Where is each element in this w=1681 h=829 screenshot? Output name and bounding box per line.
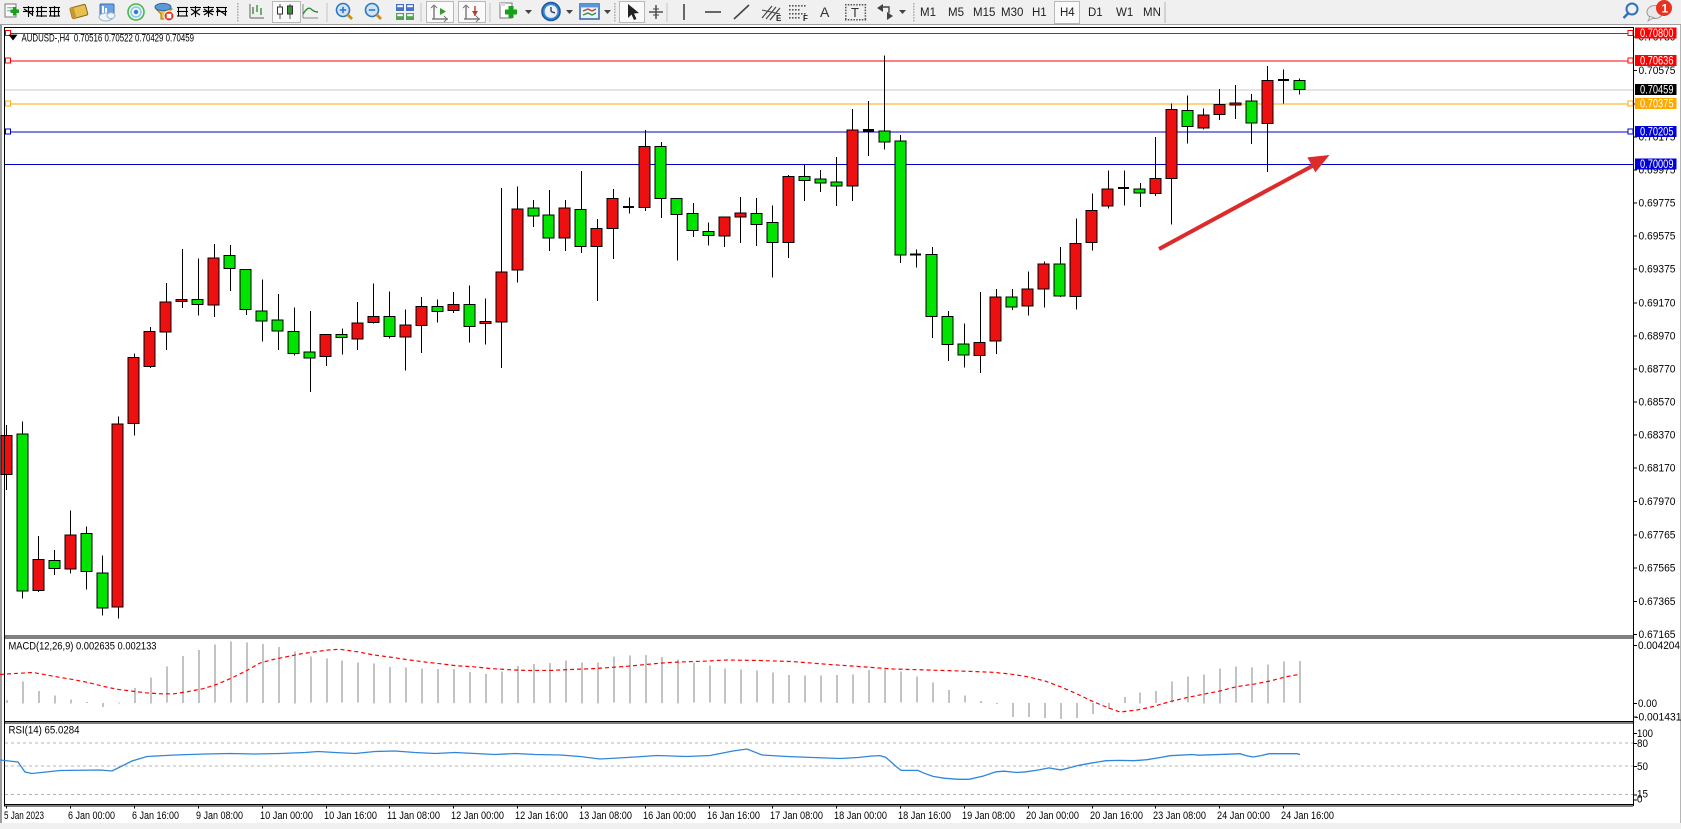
svg-text:0.70205: 0.70205 — [1640, 126, 1674, 138]
svg-text:AUDUSD-,H4 0.70516 0.70522 0.: AUDUSD-,H4 0.70516 0.70522 0.70429 0.704… — [22, 32, 195, 44]
svg-text:H1: H1 — [1032, 7, 1047, 19]
svg-text:100: 100 — [1637, 728, 1653, 740]
svg-text:20 Jan 16:00: 20 Jan 16:00 — [1090, 810, 1143, 822]
svg-text:A: A — [820, 4, 830, 20]
svg-text:11 Jan 08:00: 11 Jan 08:00 — [387, 810, 440, 822]
svg-text:10 Jan 16:00: 10 Jan 16:00 — [324, 810, 377, 822]
svg-text:0.00: 0.00 — [1638, 698, 1657, 710]
svg-text:9 Jan 08:00: 9 Jan 08:00 — [196, 810, 243, 822]
svg-text:6 Jan 16:00: 6 Jan 16:00 — [132, 810, 179, 822]
svg-text:0.69170: 0.69170 — [1639, 297, 1676, 309]
svg-text:0: 0 — [1637, 794, 1643, 806]
svg-text:5 Jan 2023: 5 Jan 2023 — [4, 810, 44, 822]
svg-text:18 Jan 00:00: 18 Jan 00:00 — [834, 810, 887, 822]
svg-text:0.70459: 0.70459 — [1640, 84, 1674, 96]
svg-text:0.67565: 0.67565 — [1639, 563, 1676, 575]
svg-text:23 Jan 08:00: 23 Jan 08:00 — [1153, 810, 1206, 822]
svg-text:0.67165: 0.67165 — [1639, 629, 1676, 641]
svg-text:13 Jan 08:00: 13 Jan 08:00 — [579, 810, 632, 822]
svg-text:E: E — [776, 14, 782, 23]
svg-text:0.004204: 0.004204 — [1638, 640, 1680, 652]
svg-text:H4: H4 — [1060, 7, 1075, 19]
svg-text:12 Jan 16:00: 12 Jan 16:00 — [515, 810, 568, 822]
svg-text:15: 15 — [1637, 788, 1648, 800]
svg-text:0.67970: 0.67970 — [1639, 496, 1676, 508]
svg-text:6 Jan 00:00: 6 Jan 00:00 — [68, 810, 115, 822]
svg-text:24 Jan 00:00: 24 Jan 00:00 — [1217, 810, 1270, 822]
svg-text:0.69375: 0.69375 — [1639, 264, 1676, 276]
svg-text:0.70800: 0.70800 — [1640, 28, 1674, 40]
svg-text:19 Jan 08:00: 19 Jan 08:00 — [962, 810, 1015, 822]
svg-text:16 Jan 00:00: 16 Jan 00:00 — [643, 810, 696, 822]
svg-text:50: 50 — [1637, 761, 1648, 773]
svg-text:80: 80 — [1637, 738, 1648, 750]
svg-text:24 Jan 16:00: 24 Jan 16:00 — [1281, 810, 1334, 822]
svg-text:T: T — [851, 5, 859, 20]
svg-text:M15: M15 — [973, 7, 995, 19]
svg-text:0.68370: 0.68370 — [1639, 430, 1676, 442]
svg-text:M5: M5 — [948, 7, 964, 19]
svg-text:12 Jan 00:00: 12 Jan 00:00 — [451, 810, 504, 822]
svg-text:-0.001431: -0.001431 — [1635, 712, 1681, 724]
svg-text:RSI(14) 65.0284: RSI(14) 65.0284 — [9, 725, 80, 737]
svg-text:20 Jan 00:00: 20 Jan 00:00 — [1026, 810, 1079, 822]
svg-text:W1: W1 — [1116, 7, 1133, 19]
svg-text:18 Jan 16:00: 18 Jan 16:00 — [898, 810, 951, 822]
svg-text:17 Jan 08:00: 17 Jan 08:00 — [770, 810, 823, 822]
svg-text:M1: M1 — [920, 7, 936, 19]
svg-text:0.67765: 0.67765 — [1639, 530, 1676, 542]
svg-text:0.70375: 0.70375 — [1640, 98, 1674, 110]
svg-text:0.69575: 0.69575 — [1639, 231, 1676, 243]
svg-text:D1: D1 — [1088, 7, 1103, 19]
svg-text:M30: M30 — [1001, 7, 1023, 19]
svg-text:16 Jan 16:00: 16 Jan 16:00 — [707, 810, 760, 822]
svg-text:0.68170: 0.68170 — [1639, 463, 1676, 475]
svg-text:10 Jan 00:00: 10 Jan 00:00 — [260, 810, 313, 822]
svg-text:0.70009: 0.70009 — [1640, 159, 1674, 171]
svg-text:0.68570: 0.68570 — [1639, 397, 1676, 409]
svg-text:0.68970: 0.68970 — [1639, 331, 1676, 343]
svg-text:MN: MN — [1143, 7, 1161, 19]
svg-text:0.69775: 0.69775 — [1639, 197, 1676, 209]
svg-text:F: F — [803, 14, 808, 23]
svg-text:0.67365: 0.67365 — [1639, 596, 1676, 608]
svg-text:0.70575: 0.70575 — [1639, 65, 1676, 77]
svg-text:0.68770: 0.68770 — [1639, 364, 1676, 376]
svg-text:MACD(12,26,9) 0.002635 0.00213: MACD(12,26,9) 0.002635 0.002133 — [9, 641, 157, 653]
svg-text:0.70636: 0.70636 — [1640, 55, 1674, 67]
svg-text:1: 1 — [1662, 2, 1669, 16]
